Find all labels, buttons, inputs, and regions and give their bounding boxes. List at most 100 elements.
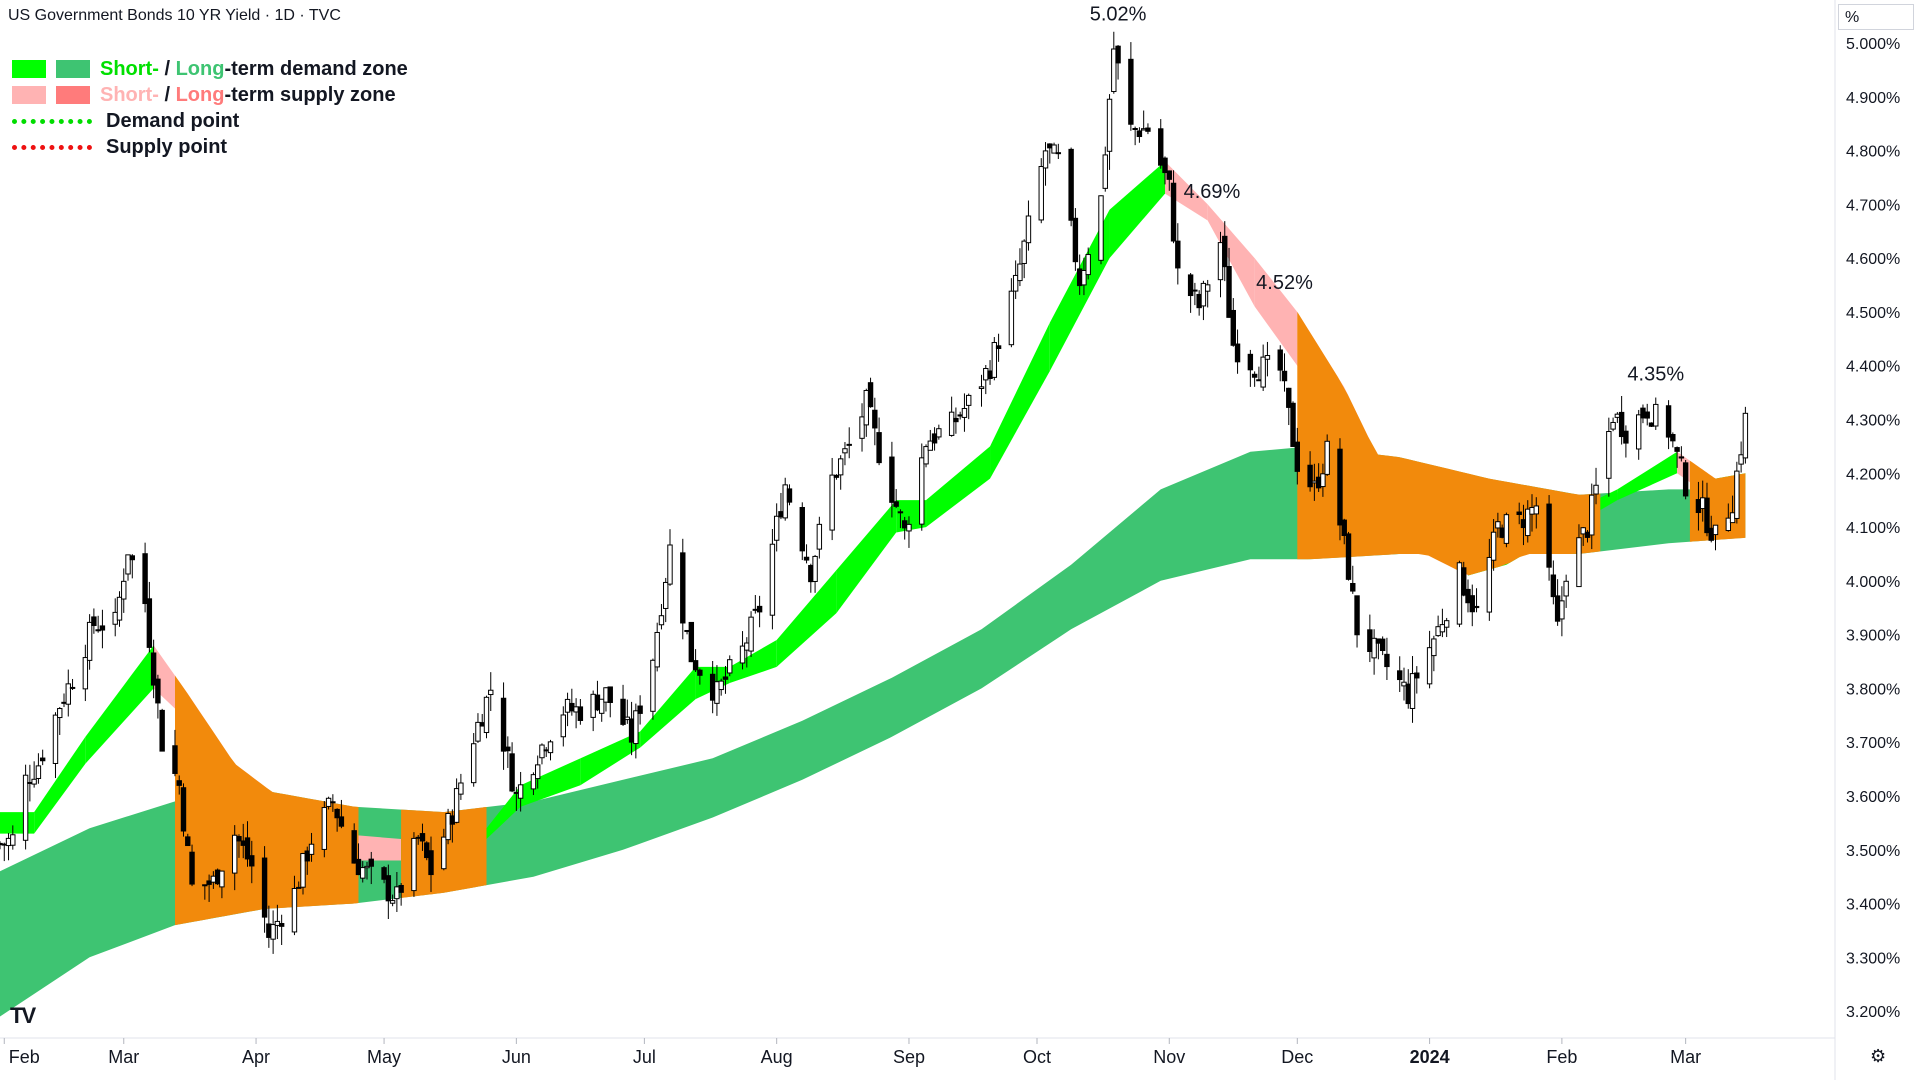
candle-up [1435,626,1441,637]
candle-up [1132,128,1138,131]
candle-down [1405,683,1411,705]
candle-down [577,706,584,721]
candle-up [441,836,447,870]
candle-up [1098,195,1104,261]
candle-down [27,781,33,784]
candle-up [1533,505,1539,515]
candle-up [69,686,76,689]
candle-down [1170,182,1177,242]
candle-up [1264,355,1271,360]
candle-down [833,474,840,478]
candle-up [274,920,281,926]
short-term-demand-segment [926,446,991,528]
candle-up [321,807,328,850]
legend-supply-point-label: Supply point [106,135,228,158]
legend-demand-long-label: Long [175,57,225,80]
candle-up [453,788,460,823]
candle-down [1277,349,1283,371]
candle-up [270,924,276,940]
candle-up [330,801,336,804]
candle-down [893,501,899,507]
candle-down [752,608,759,611]
candle-down [786,488,793,503]
candle-up [769,543,776,616]
candle-up [1260,356,1266,388]
candle-up [530,774,537,790]
y-tick-label: 3.400% [1846,897,1900,914]
candle-down [385,875,392,902]
candle-up [684,629,690,632]
short-term-supply-segment [1165,161,1208,221]
candle-up [714,681,720,704]
short-term-demand-segment [1617,451,1678,501]
candle-up [650,659,656,712]
candle-down [722,676,729,680]
legend-supply-zone: Short- / Long -term supply zone [12,82,408,108]
short-term-demand-segment [776,570,837,667]
short-term-supply-segment [1207,204,1255,307]
candle-up [513,791,520,794]
y-tick-label: 3.600% [1846,789,1900,806]
candle-up [829,474,835,531]
tradingview-logo[interactable]: TV [10,1003,36,1028]
candle-down [155,678,161,704]
candle-up [1426,647,1433,685]
candle-down [1337,448,1343,526]
candle-up [1593,484,1599,495]
candle-down [150,652,157,686]
candle-up [1635,414,1642,450]
candle-down [756,605,763,613]
candle-up [116,596,123,621]
candle-up [539,744,545,759]
candle-up [978,386,985,389]
y-tick-label: 4.300% [1846,413,1900,430]
candle-up [1734,470,1740,519]
candle-down [1226,266,1232,318]
candle-up [739,645,746,664]
candle-up [927,440,934,451]
legend-demand-point-label: Demand point [106,109,240,132]
candle-up [1320,473,1326,488]
candle-up [52,714,59,764]
candle-up [1042,150,1049,169]
gear-icon[interactable]: ⚙ [1870,1046,1887,1066]
candles-layer [0,31,1749,954]
candle-down [1682,462,1689,497]
candle-up [470,743,477,784]
candle-up [590,693,596,718]
candle-down [1516,511,1522,515]
candle-down [1704,497,1710,534]
candle-down [1286,387,1292,408]
axis-unit-button[interactable]: % [1838,4,1914,30]
candle-up [125,554,131,575]
candle-down [415,836,421,839]
candle-up [624,716,631,721]
time-axis: Feb Mar Apr May Jun Jul Aug Sep Oct Nov Dec 2024 Feb… [3,1038,1701,1067]
candle-up [5,837,12,847]
candle-up [1324,440,1330,475]
candle-up [1614,413,1621,418]
candle-down [1584,531,1591,538]
candle-down [995,345,1002,350]
x-tick-label: Aug [761,1047,793,1067]
candle-down [91,616,97,627]
candle-down [185,836,191,847]
candle-up [1431,638,1437,657]
candle-down [240,840,246,846]
candle-up [35,765,42,779]
candle-down [419,833,426,842]
candle-up [816,523,823,550]
legend-supply-long-label: Long [175,83,225,106]
candle-up [812,555,818,582]
legend-demand-rest: -term demand zone [224,57,408,80]
candle-up [547,741,554,754]
candle-down [1678,456,1685,459]
candle-up [983,367,989,381]
candle-up [1200,282,1207,307]
candle-down [172,745,178,774]
candle-up [364,865,370,869]
candle-down [1162,157,1168,174]
candle-down [142,553,148,605]
x-tick-label: Feb [1546,1047,1577,1067]
candle-up [919,457,925,525]
